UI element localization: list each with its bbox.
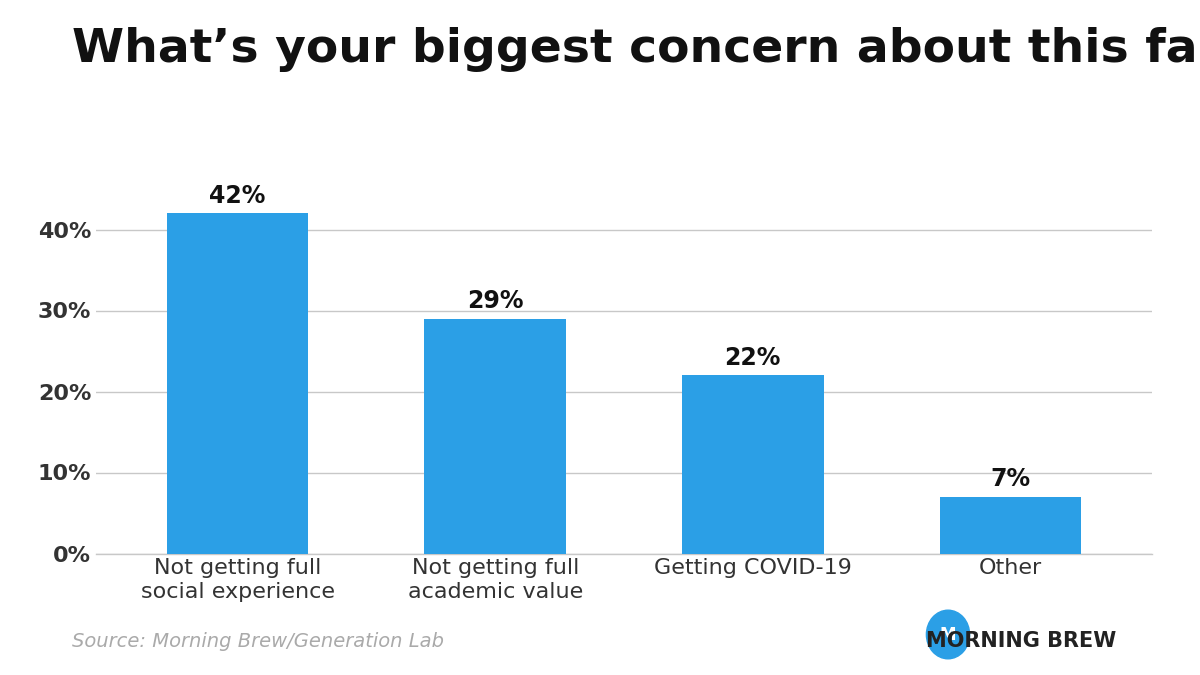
Text: What’s your biggest concern about this fall?: What’s your biggest concern about this f… [72,27,1200,72]
Text: 42%: 42% [210,184,266,208]
Bar [167,213,308,554]
Circle shape [926,610,970,659]
Text: 22%: 22% [725,346,781,370]
Text: Source: Morning Brew/Generation Lab: Source: Morning Brew/Generation Lab [72,632,444,651]
Text: MORNING BREW: MORNING BREW [925,631,1116,651]
Bar [940,497,1081,554]
Text: 29%: 29% [467,289,523,313]
Text: M: M [940,626,956,643]
Bar [425,319,566,554]
Text: 7%: 7% [990,467,1031,491]
Bar [682,375,823,554]
